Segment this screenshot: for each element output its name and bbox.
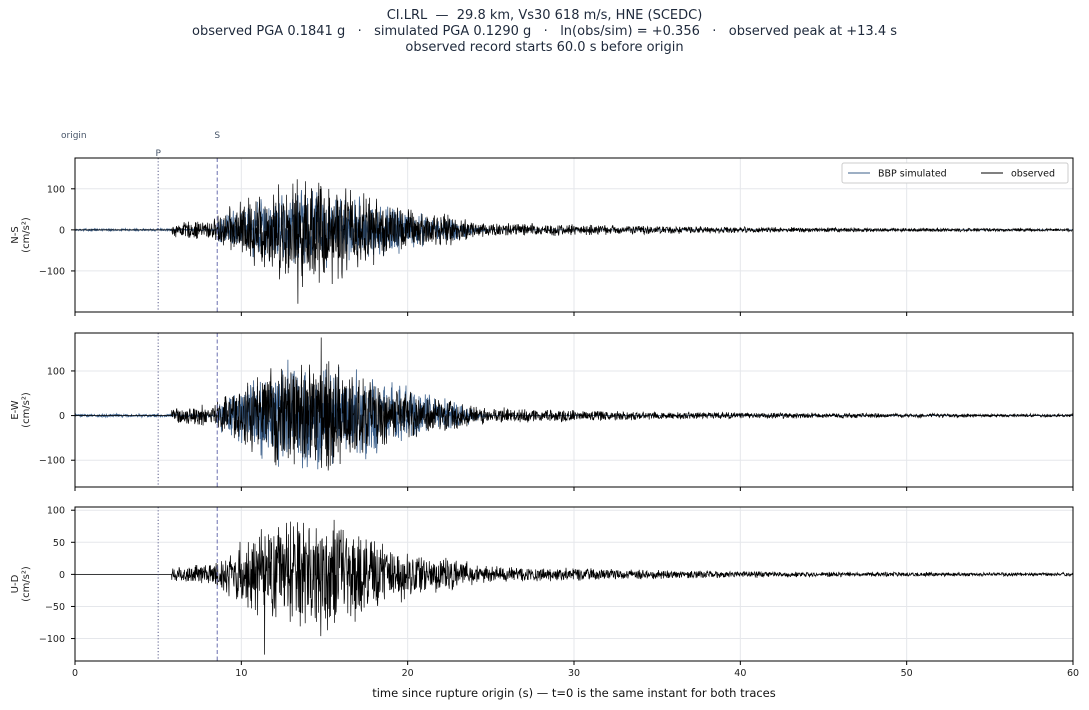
title-line-1: CI.LRL — 29.8 km, Vs30 618 m/s, HNE (SCE… [386, 8, 703, 23]
x-tick-label-1: 10 [235, 668, 247, 679]
y-tick-label-2-1: 0 [59, 411, 65, 422]
y-tick-label-3-2: 0 [59, 570, 65, 581]
observed-trace-n-s [75, 179, 1074, 304]
y-tick-label-3-3: 50 [53, 538, 65, 549]
y-axis-label-2-line-2: (cm/s²) [21, 392, 32, 428]
y-tick-label-1-0: −100 [39, 266, 65, 277]
y-tick-label-1-2: 100 [47, 184, 65, 195]
chart-title: CI.LRL — 29.8 km, Vs30 618 m/s, HNE (SCE… [0, 8, 1089, 56]
y-axis-label-3-line-1: U-D [10, 574, 21, 593]
legend-box [841, 162, 1069, 184]
p-marker-label: P [155, 149, 161, 159]
title-line-2: observed PGA 0.1841 g · simulated PGA 0.… [191, 24, 898, 39]
y-axis-label-3-line-2: (cm/s²) [21, 566, 32, 602]
x-axis-label: time since rupture origin (s) — t=0 is t… [372, 686, 776, 700]
y-axis-label-1-line-2: (cm/s²) [21, 217, 32, 253]
x-tick-label-4: 40 [734, 668, 746, 679]
x-tick-label-5: 50 [901, 668, 913, 679]
y-tick-label-2-2: 100 [47, 366, 65, 377]
x-tick-label-0: 0 [72, 668, 78, 679]
legend-label-observed: observed [1011, 169, 1055, 180]
s-marker-label: S [214, 131, 220, 141]
x-tick-label-6: 60 [1067, 668, 1079, 679]
title-line-3: observed record starts 60.0 s before ori… [405, 40, 684, 55]
y-axis-label-2-line-1: E-W [10, 400, 21, 420]
origin-marker-label: origin [61, 131, 87, 141]
x-tick-label-2: 20 [402, 668, 414, 679]
y-tick-label-3-4: 100 [47, 506, 65, 517]
observed-trace-u-d [75, 519, 1074, 655]
y-tick-label-3-0: −100 [39, 634, 65, 645]
observed-trace-e-w [75, 337, 1074, 471]
y-tick-label-1-1: 0 [59, 225, 65, 236]
y-tick-label-2-0: −100 [39, 456, 65, 467]
y-tick-label-3-1: −50 [45, 602, 65, 613]
y-axis-label-1-line-1: N-S [10, 226, 21, 243]
legend-label-simulated: BBP simulated [878, 169, 947, 180]
x-tick-label-3: 30 [568, 668, 580, 679]
